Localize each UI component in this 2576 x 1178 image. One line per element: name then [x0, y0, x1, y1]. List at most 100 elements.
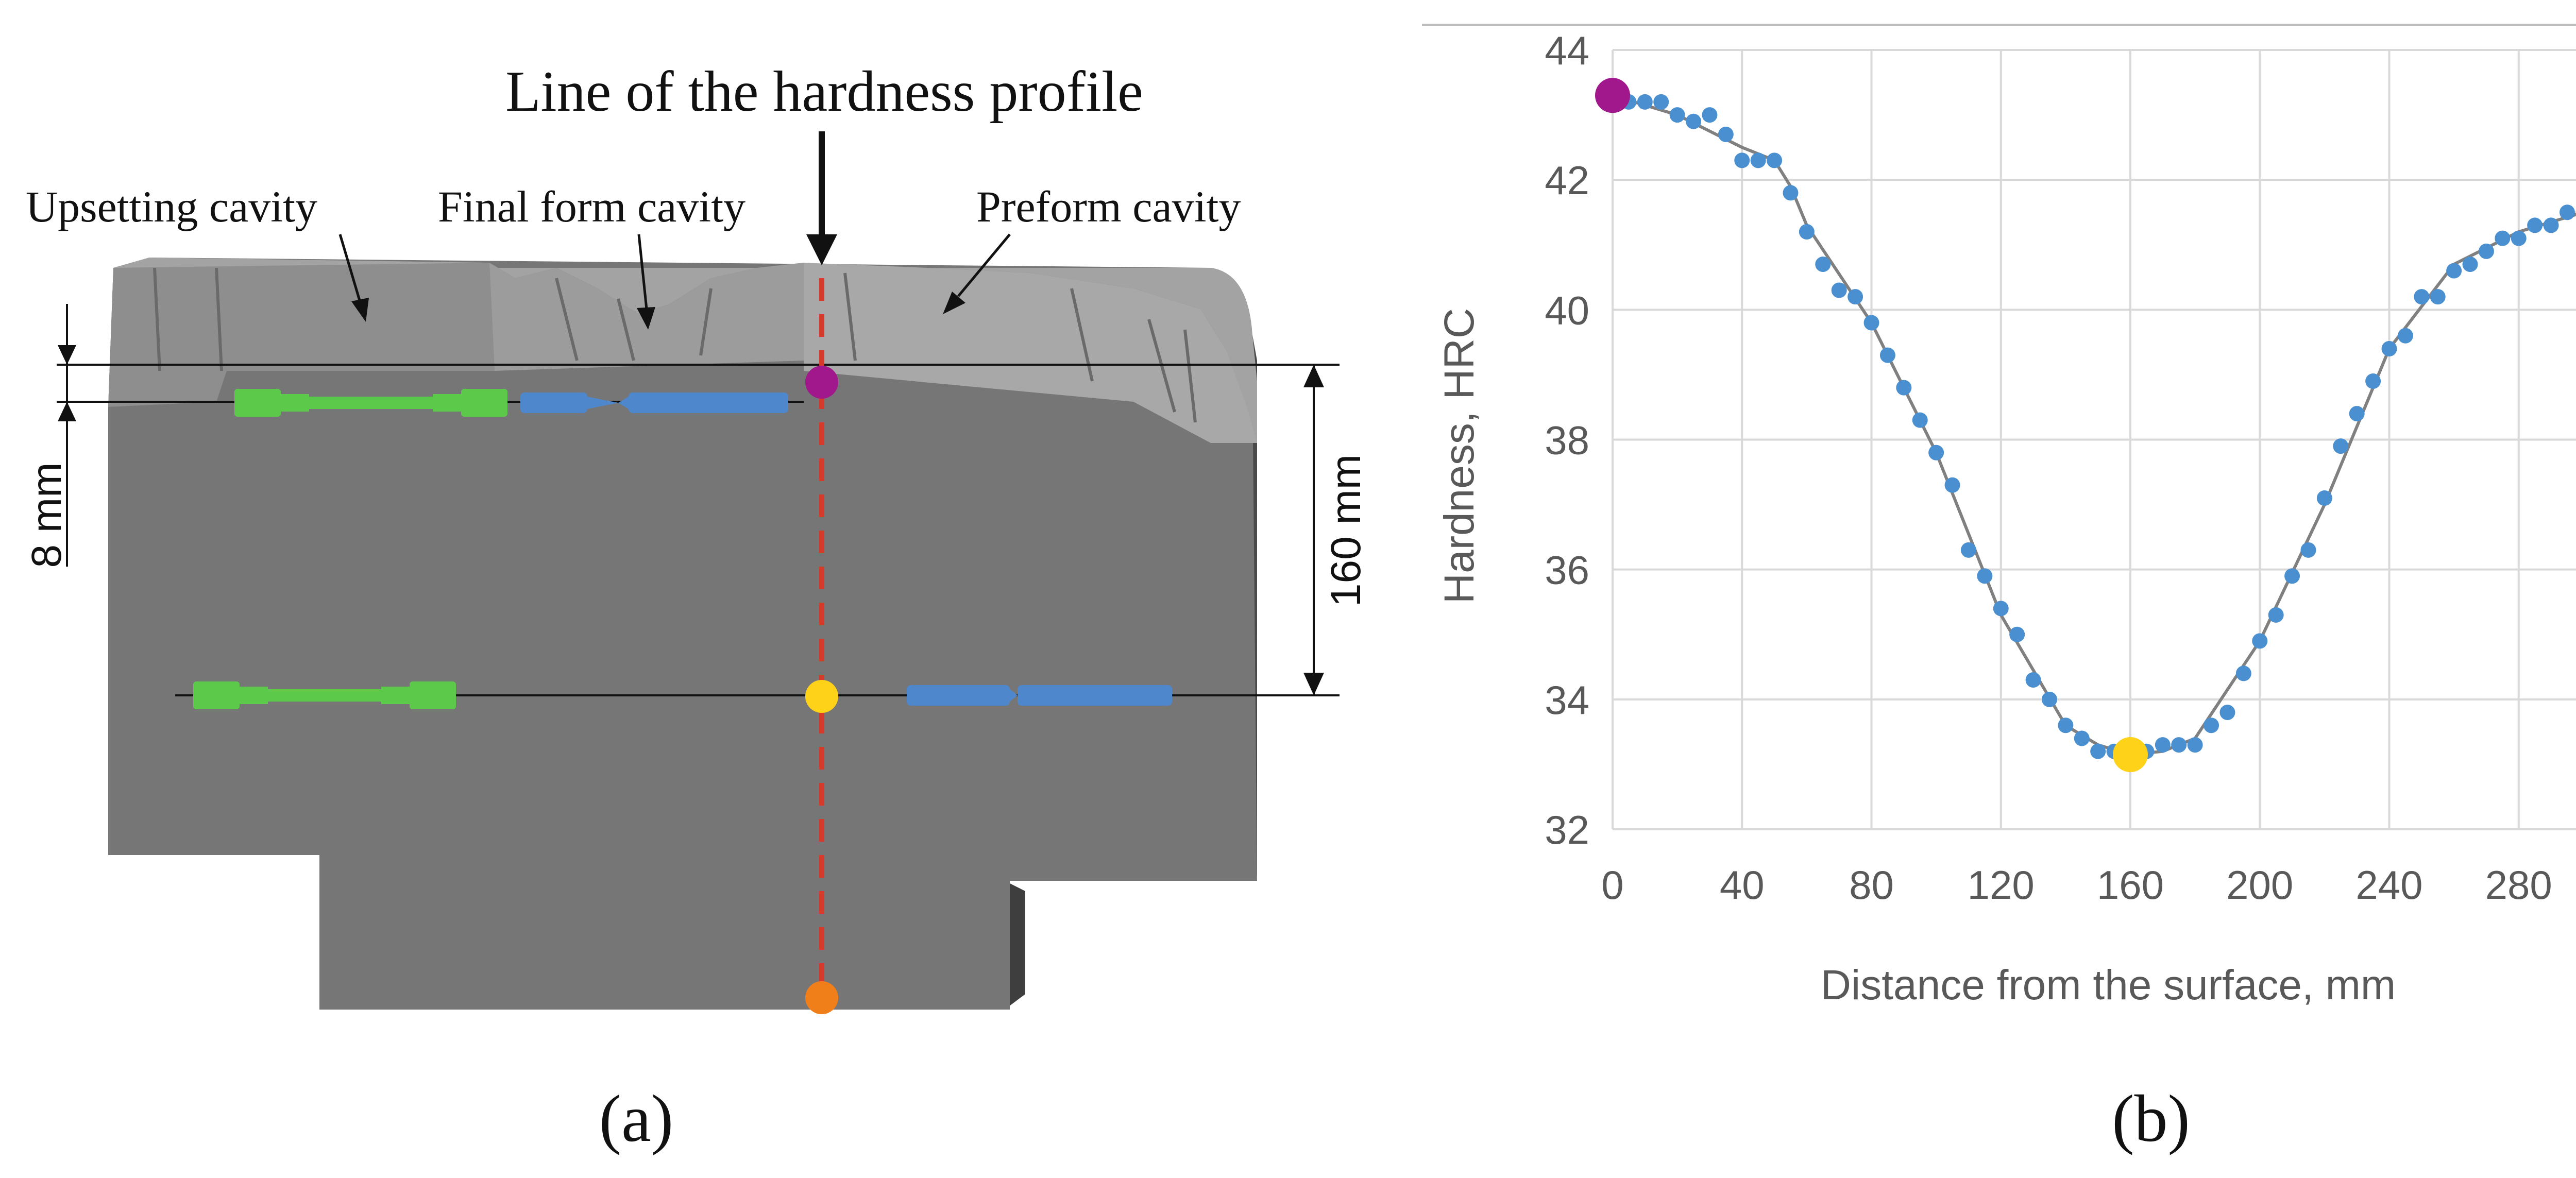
data-point-13 — [1831, 282, 1847, 298]
x-tick-labels: 04080120160200240280320 — [1601, 862, 2552, 908]
data-point-6 — [1718, 126, 1734, 142]
data-point-16 — [1879, 347, 1895, 363]
data-point-42 — [2300, 542, 2316, 558]
data-point-18 — [1912, 412, 1928, 428]
data-point-34 — [2171, 737, 2187, 753]
data-point-10 — [1783, 185, 1799, 201]
profile-line-title: Line of the hardness profile — [505, 60, 1143, 124]
data-point-5 — [1702, 107, 1718, 123]
data-point-57 — [2543, 217, 2559, 233]
final-form-cavity-label: Final form cavity — [438, 182, 745, 231]
data-point-44 — [2333, 438, 2349, 454]
y-tick-label-0: 32 — [1545, 807, 1589, 852]
preform-cavity-arrowhead — [943, 292, 965, 314]
data-point-15 — [1863, 315, 1879, 331]
data-point-29 — [2090, 743, 2106, 759]
preform-cavity-label: Preform cavity — [976, 182, 1241, 231]
upsetting-cavity-arrowhead — [351, 298, 369, 322]
blue-specimen-upper — [520, 392, 788, 413]
final-form-cavity-arrowhead — [637, 307, 655, 330]
data-point-50 — [2430, 289, 2446, 305]
data-point-53 — [2478, 243, 2494, 259]
data-point-4 — [1686, 113, 1702, 129]
chart-y-axis-label: Hardness, HRC — [1436, 308, 1483, 604]
y-tick-label-1: 34 — [1545, 677, 1589, 723]
data-point-37 — [2219, 705, 2235, 721]
dim-160mm-arrow-top — [1303, 365, 1324, 387]
data-point-26 — [2041, 691, 2057, 707]
y-tick-label-2: 36 — [1545, 548, 1589, 593]
green-specimen-lower — [193, 681, 456, 709]
x-tick-label-5: 200 — [2226, 862, 2293, 908]
x-tick-label-6: 240 — [2355, 862, 2422, 908]
chart-x-axis-label: Distance from the surface, mm — [1821, 962, 2396, 1009]
data-point-23 — [1993, 601, 2009, 617]
data-point-24 — [2009, 626, 2025, 642]
data-point-49 — [2414, 289, 2430, 305]
data-point-41 — [2284, 568, 2300, 584]
y-tick-label-6: 44 — [1545, 28, 1589, 73]
data-point-47 — [2381, 340, 2397, 356]
fitted-profile-line — [1612, 94, 2576, 757]
data-point-55 — [2511, 230, 2527, 246]
data-point-46 — [2365, 373, 2381, 389]
data-point-14 — [1848, 289, 1863, 305]
x-tick-label-2: 80 — [1849, 862, 1894, 908]
surface-point-chart-marker — [1595, 78, 1630, 113]
x-tick-label-0: 0 — [1601, 862, 1623, 908]
dim-8mm-label: 8 mm — [23, 463, 70, 568]
data-point-39 — [2252, 633, 2268, 649]
y-tick-label-5: 42 — [1545, 158, 1589, 203]
x-tick-label-3: 120 — [1968, 862, 2035, 908]
data-point-51 — [2446, 263, 2462, 279]
dim-160mm-arrow-bottom — [1303, 673, 1324, 695]
upsetting-cavity-leader — [338, 234, 362, 304]
data-point-52 — [2462, 257, 2478, 272]
data-point-56 — [2527, 217, 2543, 233]
final-form-cavity-leader — [637, 234, 648, 310]
mid-point-marker — [805, 680, 838, 713]
dim-160mm-label: 160 mm — [1323, 454, 1369, 607]
measured-points — [1621, 94, 2576, 766]
upsetting-cavity-label: Upsetting cavity — [26, 182, 317, 231]
dim-8mm-arrow-bottom — [58, 402, 76, 421]
y-tick-labels: 32 34 36 38 40 42 44 — [1545, 28, 1589, 852]
data-point-12 — [1815, 257, 1831, 272]
x-tick-label-7: 280 — [2485, 862, 2552, 908]
data-point-28 — [2074, 730, 2090, 746]
preform-cavity-leader — [957, 233, 1011, 297]
data-point-8 — [1750, 152, 1766, 168]
data-point-1 — [1637, 94, 1653, 110]
center-point-chart-marker — [2113, 737, 2148, 773]
data-point-21 — [1960, 542, 1976, 558]
data-point-2 — [1653, 94, 1669, 110]
data-point-25 — [2025, 672, 2041, 688]
data-point-45 — [2349, 406, 2365, 422]
die-body — [108, 258, 1257, 1010]
data-point-35 — [2187, 737, 2203, 753]
data-point-27 — [2058, 718, 2074, 733]
bottom-point-marker — [805, 981, 838, 1014]
die-top-surface — [113, 258, 1257, 443]
panel-a-caption: (a) — [599, 1082, 673, 1156]
data-point-22 — [1977, 568, 1993, 584]
chart-grid — [1612, 49, 2576, 830]
y-tick-label-4: 40 — [1545, 287, 1589, 333]
surface-point-marker — [805, 366, 838, 399]
dim-8mm-arrow-top — [58, 345, 76, 365]
x-tick-label-1: 40 — [1720, 862, 1765, 908]
data-point-54 — [2495, 230, 2511, 246]
data-point-58 — [2559, 204, 2575, 220]
data-point-33 — [2155, 737, 2171, 753]
y-tick-label-3: 38 — [1545, 418, 1589, 463]
data-point-43 — [2316, 490, 2332, 506]
x-tick-label-4: 160 — [2097, 862, 2164, 908]
data-point-17 — [1896, 380, 1912, 396]
data-point-48 — [2397, 328, 2413, 344]
preform-cavity-surface — [804, 263, 1257, 443]
title-arrow-head — [806, 234, 837, 265]
data-point-36 — [2204, 718, 2219, 733]
data-point-7 — [1734, 152, 1750, 168]
data-point-38 — [2235, 665, 2251, 681]
